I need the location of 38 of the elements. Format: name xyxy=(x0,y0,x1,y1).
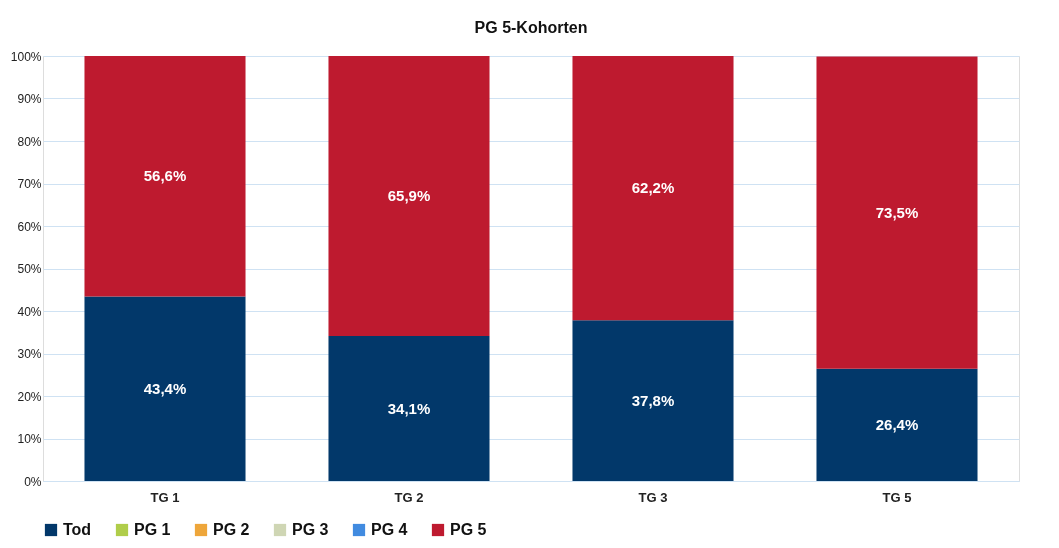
legend-label: PG 3 xyxy=(292,521,329,538)
bar xyxy=(572,320,734,481)
x-tick-label: TG 3 xyxy=(638,489,668,505)
chart-title: PG 5-Kohorten xyxy=(474,19,588,36)
data-label: 73,5% xyxy=(875,203,919,221)
legend-label: PG 5 xyxy=(450,521,487,538)
data-label: 37,8% xyxy=(631,391,675,409)
x-tick-label: TG 5 xyxy=(882,489,912,505)
data-label: 56,6% xyxy=(143,167,187,185)
bar xyxy=(84,56,246,297)
y-tick-label: 0% xyxy=(24,474,42,489)
data-label: 34,1% xyxy=(387,399,431,417)
y-tick-label: 10% xyxy=(17,432,42,446)
y-tick-label: 80% xyxy=(17,134,42,149)
bar xyxy=(328,56,490,337)
legend-label: Tod xyxy=(63,521,92,538)
legend-label: PG 1 xyxy=(134,521,171,538)
bar xyxy=(328,336,490,481)
x-tick-label: TG 1 xyxy=(150,489,180,505)
y-tick-label: 50% xyxy=(17,262,42,276)
data-label: 26,4% xyxy=(875,415,919,433)
y-tick-label: 40% xyxy=(17,304,42,319)
data-label: 43,4% xyxy=(143,379,187,397)
bar xyxy=(572,56,734,321)
bar xyxy=(816,56,978,369)
legend-label: PG 2 xyxy=(213,521,250,538)
y-tick-label: 90% xyxy=(17,92,42,106)
y-tick-label: 60% xyxy=(17,219,42,234)
x-tick-label: TG 2 xyxy=(394,489,424,505)
legend-label: PG 4 xyxy=(371,521,408,538)
y-tick-label: 100% xyxy=(10,49,42,64)
bar xyxy=(84,296,246,481)
data-label: 65,9% xyxy=(387,187,431,205)
y-tick-label: 20% xyxy=(17,389,42,404)
bar xyxy=(816,368,978,481)
y-tick-label: 70% xyxy=(17,177,42,191)
data-label: 62,2% xyxy=(631,179,675,197)
y-tick-label: 30% xyxy=(17,347,42,361)
